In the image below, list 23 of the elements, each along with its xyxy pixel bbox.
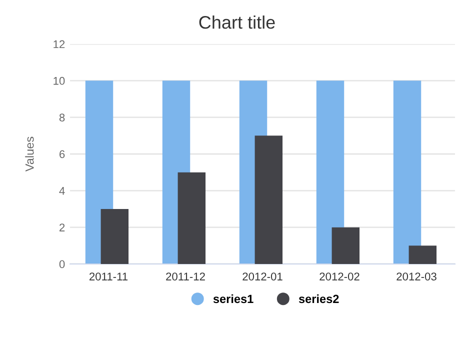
bar xyxy=(178,172,206,264)
y-axis-title: Values xyxy=(25,136,34,172)
y-tick-label: 2 xyxy=(60,224,65,232)
y-tick-label: 8 xyxy=(59,114,65,122)
y-tick-label: 12 xyxy=(54,40,65,48)
bar xyxy=(316,80,344,264)
chart-title: Chart title xyxy=(199,16,275,29)
y-tick-label: 6 xyxy=(60,150,65,158)
legend-label: series1 xyxy=(213,294,254,304)
x-tick-label: 2011-11 xyxy=(89,272,128,280)
x-tick-label: 2012-02 xyxy=(320,272,360,280)
y-tick-label: 10 xyxy=(54,76,65,85)
legend-label: series2 xyxy=(298,294,339,304)
x-tick-label: 2012-03 xyxy=(396,272,436,280)
x-tick-label: 2011-12 xyxy=(166,272,205,280)
y-tick-label: 0 xyxy=(59,260,65,268)
bar xyxy=(408,246,437,264)
x-tick-label: 2012-01 xyxy=(242,272,282,280)
bar xyxy=(254,136,283,264)
bar xyxy=(393,80,422,264)
bar xyxy=(332,227,360,264)
bar xyxy=(100,209,129,264)
y-tick-label: 4 xyxy=(59,187,65,195)
